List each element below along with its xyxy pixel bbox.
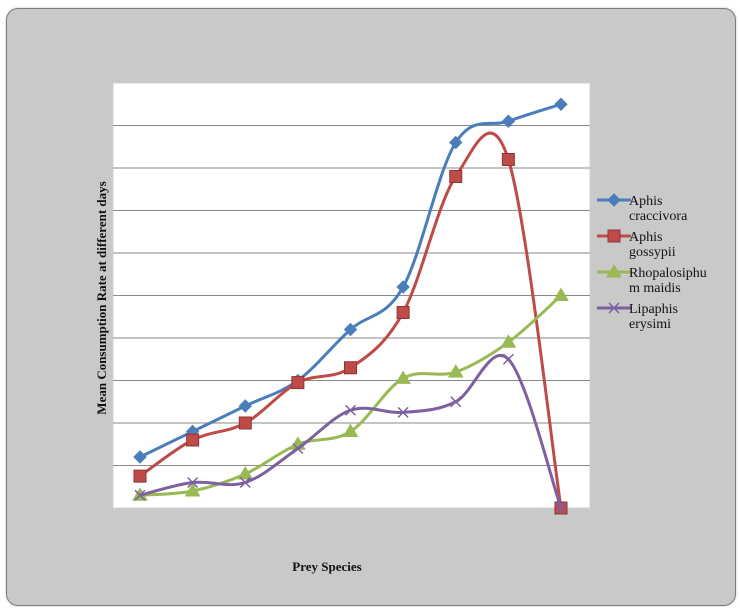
- data-point: [342, 423, 359, 437]
- data-point: [133, 469, 147, 483]
- series-layer: [132, 97, 569, 515]
- legend-label: gossypii: [629, 245, 676, 260]
- data-point: [292, 442, 304, 455]
- y-axis-label: Mean Consumption Rate at different days: [94, 181, 109, 414]
- data-point: [186, 433, 200, 447]
- data-point: [447, 364, 464, 378]
- legend-marker: [606, 264, 622, 278]
- legend-label: Rhopalosiphu: [629, 266, 707, 281]
- x-axis-label: Prey Species: [292, 559, 361, 574]
- data-point: [554, 97, 568, 111]
- data-point: [291, 376, 305, 390]
- data-point: [237, 466, 254, 480]
- data-point: [187, 476, 199, 489]
- data-point: [397, 406, 409, 418]
- series-line: [139, 102, 562, 459]
- legend-label: Aphis: [629, 230, 662, 245]
- legend-marker: [608, 302, 620, 314]
- data-point: [396, 280, 410, 294]
- data-point: [449, 170, 463, 183]
- data-point: [344, 361, 357, 375]
- series-3: [132, 287, 569, 501]
- data-point: [239, 476, 251, 489]
- data-point: [501, 114, 516, 128]
- legend-marker: [607, 193, 621, 207]
- legend-marker: [607, 229, 621, 243]
- data-point: [553, 287, 569, 301]
- data-point: [134, 489, 146, 501]
- legend-label: Aphis: [629, 194, 662, 209]
- data-point: [238, 416, 252, 430]
- data-point: [344, 404, 357, 416]
- data-point: [500, 334, 517, 348]
- data-point: [396, 306, 410, 319]
- legend-label: erysimi: [629, 317, 671, 332]
- data-point: [395, 370, 411, 384]
- data-point: [238, 399, 252, 413]
- data-point: [502, 353, 514, 365]
- series-4: [134, 353, 567, 514]
- data-point: [343, 322, 358, 337]
- data-point: [184, 483, 201, 497]
- legend-label: Lipaphis: [629, 302, 678, 317]
- data-point: [133, 450, 147, 464]
- legend: AphiscraccivoraAphisgossypiiRhopalosiphu…: [597, 193, 707, 332]
- data-point: [449, 135, 463, 150]
- data-point: [555, 502, 567, 514]
- data-point: [501, 153, 515, 166]
- legend-label: craccivora: [629, 209, 688, 224]
- legend-label: m maidis: [629, 281, 681, 296]
- data-point: [450, 396, 462, 408]
